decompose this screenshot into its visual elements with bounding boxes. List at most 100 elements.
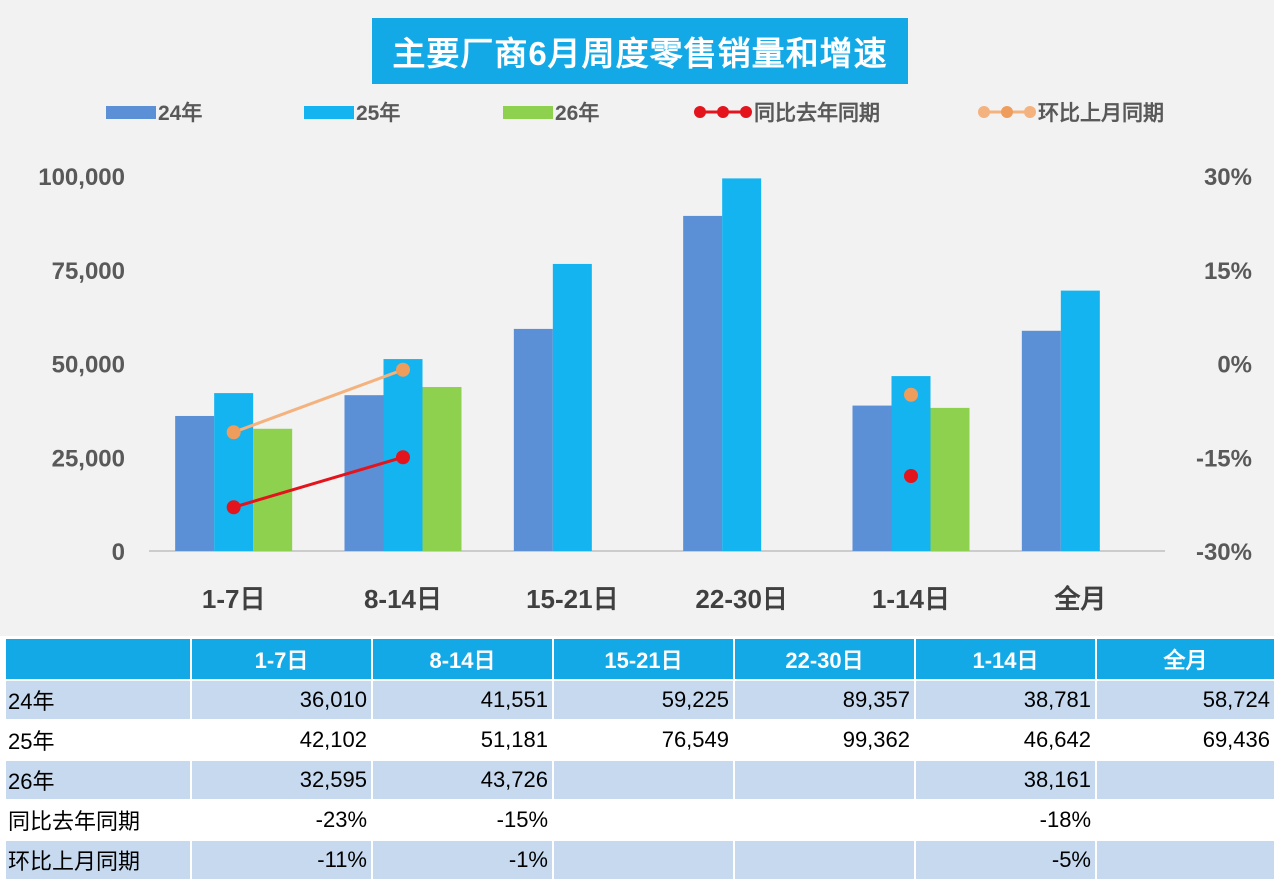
chart-area: 0 25,000 50,000 75,000 100,000 -30% -15% 0% 15% 3… bbox=[0, 0, 1274, 636]
y-right-tick-label: -30% bbox=[1196, 539, 1252, 566]
legend-swatch-24 bbox=[106, 105, 156, 119]
legend-swatch-25 bbox=[304, 105, 354, 119]
table-cell: 43,726 bbox=[371, 759, 554, 801]
bar-25年 bbox=[1060, 290, 1100, 551]
chart-title: 主要厂商6月周度零售销量和增速 bbox=[372, 18, 908, 84]
table-cell bbox=[552, 759, 735, 801]
legend-label-mom: 环比上月同期 bbox=[1038, 102, 1164, 125]
chart-svg: 0 25,000 50,000 75,000 100,000 -30% -15% 0% 15% 3… bbox=[38, 164, 1252, 614]
table-cell: 46,642 bbox=[914, 719, 1097, 761]
table-cell: -11% bbox=[190, 839, 373, 881]
table-cell: 51,181 bbox=[371, 719, 554, 761]
bar-24年 bbox=[175, 415, 215, 551]
bar-25年 bbox=[891, 376, 931, 551]
table-cell: -15% bbox=[371, 799, 554, 841]
table-cell bbox=[1095, 799, 1274, 841]
x-tick-label: 8-14日 bbox=[364, 584, 442, 614]
legend-item-yoy: 同比去年同期 bbox=[694, 99, 880, 125]
bar-25年 bbox=[214, 393, 254, 551]
line-marker-环比上月同期 bbox=[396, 362, 410, 377]
table-header-row: 1-7日 8-14日 15-21日 22-30日 1-14日 全月 bbox=[4, 637, 1274, 681]
legend-item-26: 26年 bbox=[503, 99, 599, 125]
row-label: 26年 bbox=[4, 759, 192, 801]
table-cell: -18% bbox=[914, 799, 1097, 841]
bar-26年 bbox=[422, 387, 462, 551]
table-header-cell: 1-14日 bbox=[914, 637, 1097, 681]
legend-label-26: 26年 bbox=[555, 102, 600, 125]
y-right-tick-label: 0% bbox=[1217, 352, 1252, 379]
y-left-tick-label: 25,000 bbox=[52, 445, 125, 472]
x-tick-label: 1-14日 bbox=[872, 584, 950, 614]
bar-24年 bbox=[513, 328, 553, 551]
table-row: 24年 36,010 41,551 59,225 89,357 38,781 5… bbox=[4, 679, 1274, 721]
table-cell: 76,549 bbox=[552, 719, 735, 761]
legend-item-mom: 环比上月同期 bbox=[978, 99, 1164, 125]
table-row: 25年 42,102 51,181 76,549 99,362 46,642 6… bbox=[4, 719, 1274, 761]
line-segment-同比去年同期 bbox=[233, 455, 404, 509]
table-cell: 59,225 bbox=[552, 679, 735, 721]
table-cell: 38,161 bbox=[914, 759, 1097, 801]
table-header-cell bbox=[4, 637, 192, 681]
table-cell: 69,436 bbox=[1095, 719, 1274, 761]
x-tick-label: 15-21日 bbox=[526, 584, 619, 614]
table-cell: -1% bbox=[371, 839, 554, 881]
line-marker-同比去年同期 bbox=[904, 469, 918, 483]
bar-26年 bbox=[930, 407, 970, 551]
table-cell: 36,010 bbox=[190, 679, 373, 721]
table-row: 同比去年同期 -23% -15% -18% bbox=[4, 799, 1274, 841]
table-header-cell: 22-30日 bbox=[733, 637, 916, 681]
y-left-tick-label: 50,000 bbox=[52, 352, 125, 379]
line-marker-环比上月同期 bbox=[226, 425, 241, 440]
table-cell: 89,357 bbox=[733, 679, 916, 721]
y-right-tick-label: 30% bbox=[1204, 164, 1252, 191]
y-left-tick-label: 100,000 bbox=[38, 164, 125, 191]
legend-swatch-26 bbox=[503, 105, 553, 119]
table-cell: 42,102 bbox=[190, 719, 373, 761]
table-row: 环比上月同期 -11% -1% -5% bbox=[4, 839, 1274, 881]
table-row: 26年 32,595 43,726 38,161 bbox=[4, 759, 1274, 801]
table-header-cell: 1-7日 bbox=[190, 637, 373, 681]
bar-24年 bbox=[852, 405, 892, 551]
x-tick-label: 全月 bbox=[1053, 584, 1106, 614]
row-label: 同比去年同期 bbox=[4, 799, 192, 841]
table-cell: -23% bbox=[190, 799, 373, 841]
x-tick-label: 1-7日 bbox=[202, 584, 266, 614]
table-cell bbox=[552, 839, 735, 881]
table-cell: -5% bbox=[914, 839, 1097, 881]
table-cell bbox=[552, 799, 735, 841]
legend-label-25: 25年 bbox=[356, 102, 401, 125]
legend-item-25: 25年 bbox=[304, 99, 400, 125]
data-table: 1-7日 8-14日 15-21日 22-30日 1-14日 全月 24年 36… bbox=[4, 637, 1274, 881]
table-cell bbox=[733, 759, 916, 801]
bar-24年 bbox=[1021, 330, 1061, 551]
y-left-tick-label: 0 bbox=[112, 539, 125, 566]
table-cell bbox=[733, 839, 916, 881]
line-segment-环比上月同期 bbox=[233, 368, 404, 434]
table-cell bbox=[1095, 839, 1274, 881]
line-marker-同比去年同期 bbox=[226, 500, 241, 515]
row-label: 环比上月同期 bbox=[4, 839, 192, 881]
line-marker-环比上月同期 bbox=[904, 387, 918, 402]
table-cell: 58,724 bbox=[1095, 679, 1274, 721]
bar-24年 bbox=[683, 215, 723, 551]
row-label: 25年 bbox=[4, 719, 192, 761]
legend-item-24: 24年 bbox=[106, 99, 202, 125]
y-right-tick-label: -15% bbox=[1196, 445, 1252, 472]
row-label: 24年 bbox=[4, 679, 192, 721]
x-tick-label: 22-30日 bbox=[695, 584, 788, 614]
bar-25年 bbox=[552, 263, 592, 551]
legend-label-yoy: 同比去年同期 bbox=[754, 102, 880, 125]
table-cell: 41,551 bbox=[371, 679, 554, 721]
line-marker-同比去年同期 bbox=[396, 450, 410, 465]
table-cell: 32,595 bbox=[190, 759, 373, 801]
table-cell bbox=[1095, 759, 1274, 801]
legend-line-yoy bbox=[694, 106, 752, 118]
table-header-cell: 15-21日 bbox=[552, 637, 735, 681]
table-cell bbox=[733, 799, 916, 841]
legend-label-24: 24年 bbox=[158, 102, 203, 125]
y-right-tick-label: 15% bbox=[1204, 258, 1252, 285]
y-left-tick-label: 75,000 bbox=[52, 258, 125, 285]
table-cell: 99,362 bbox=[733, 719, 916, 761]
bar-26年 bbox=[253, 428, 293, 551]
legend-line-mom bbox=[978, 106, 1036, 118]
